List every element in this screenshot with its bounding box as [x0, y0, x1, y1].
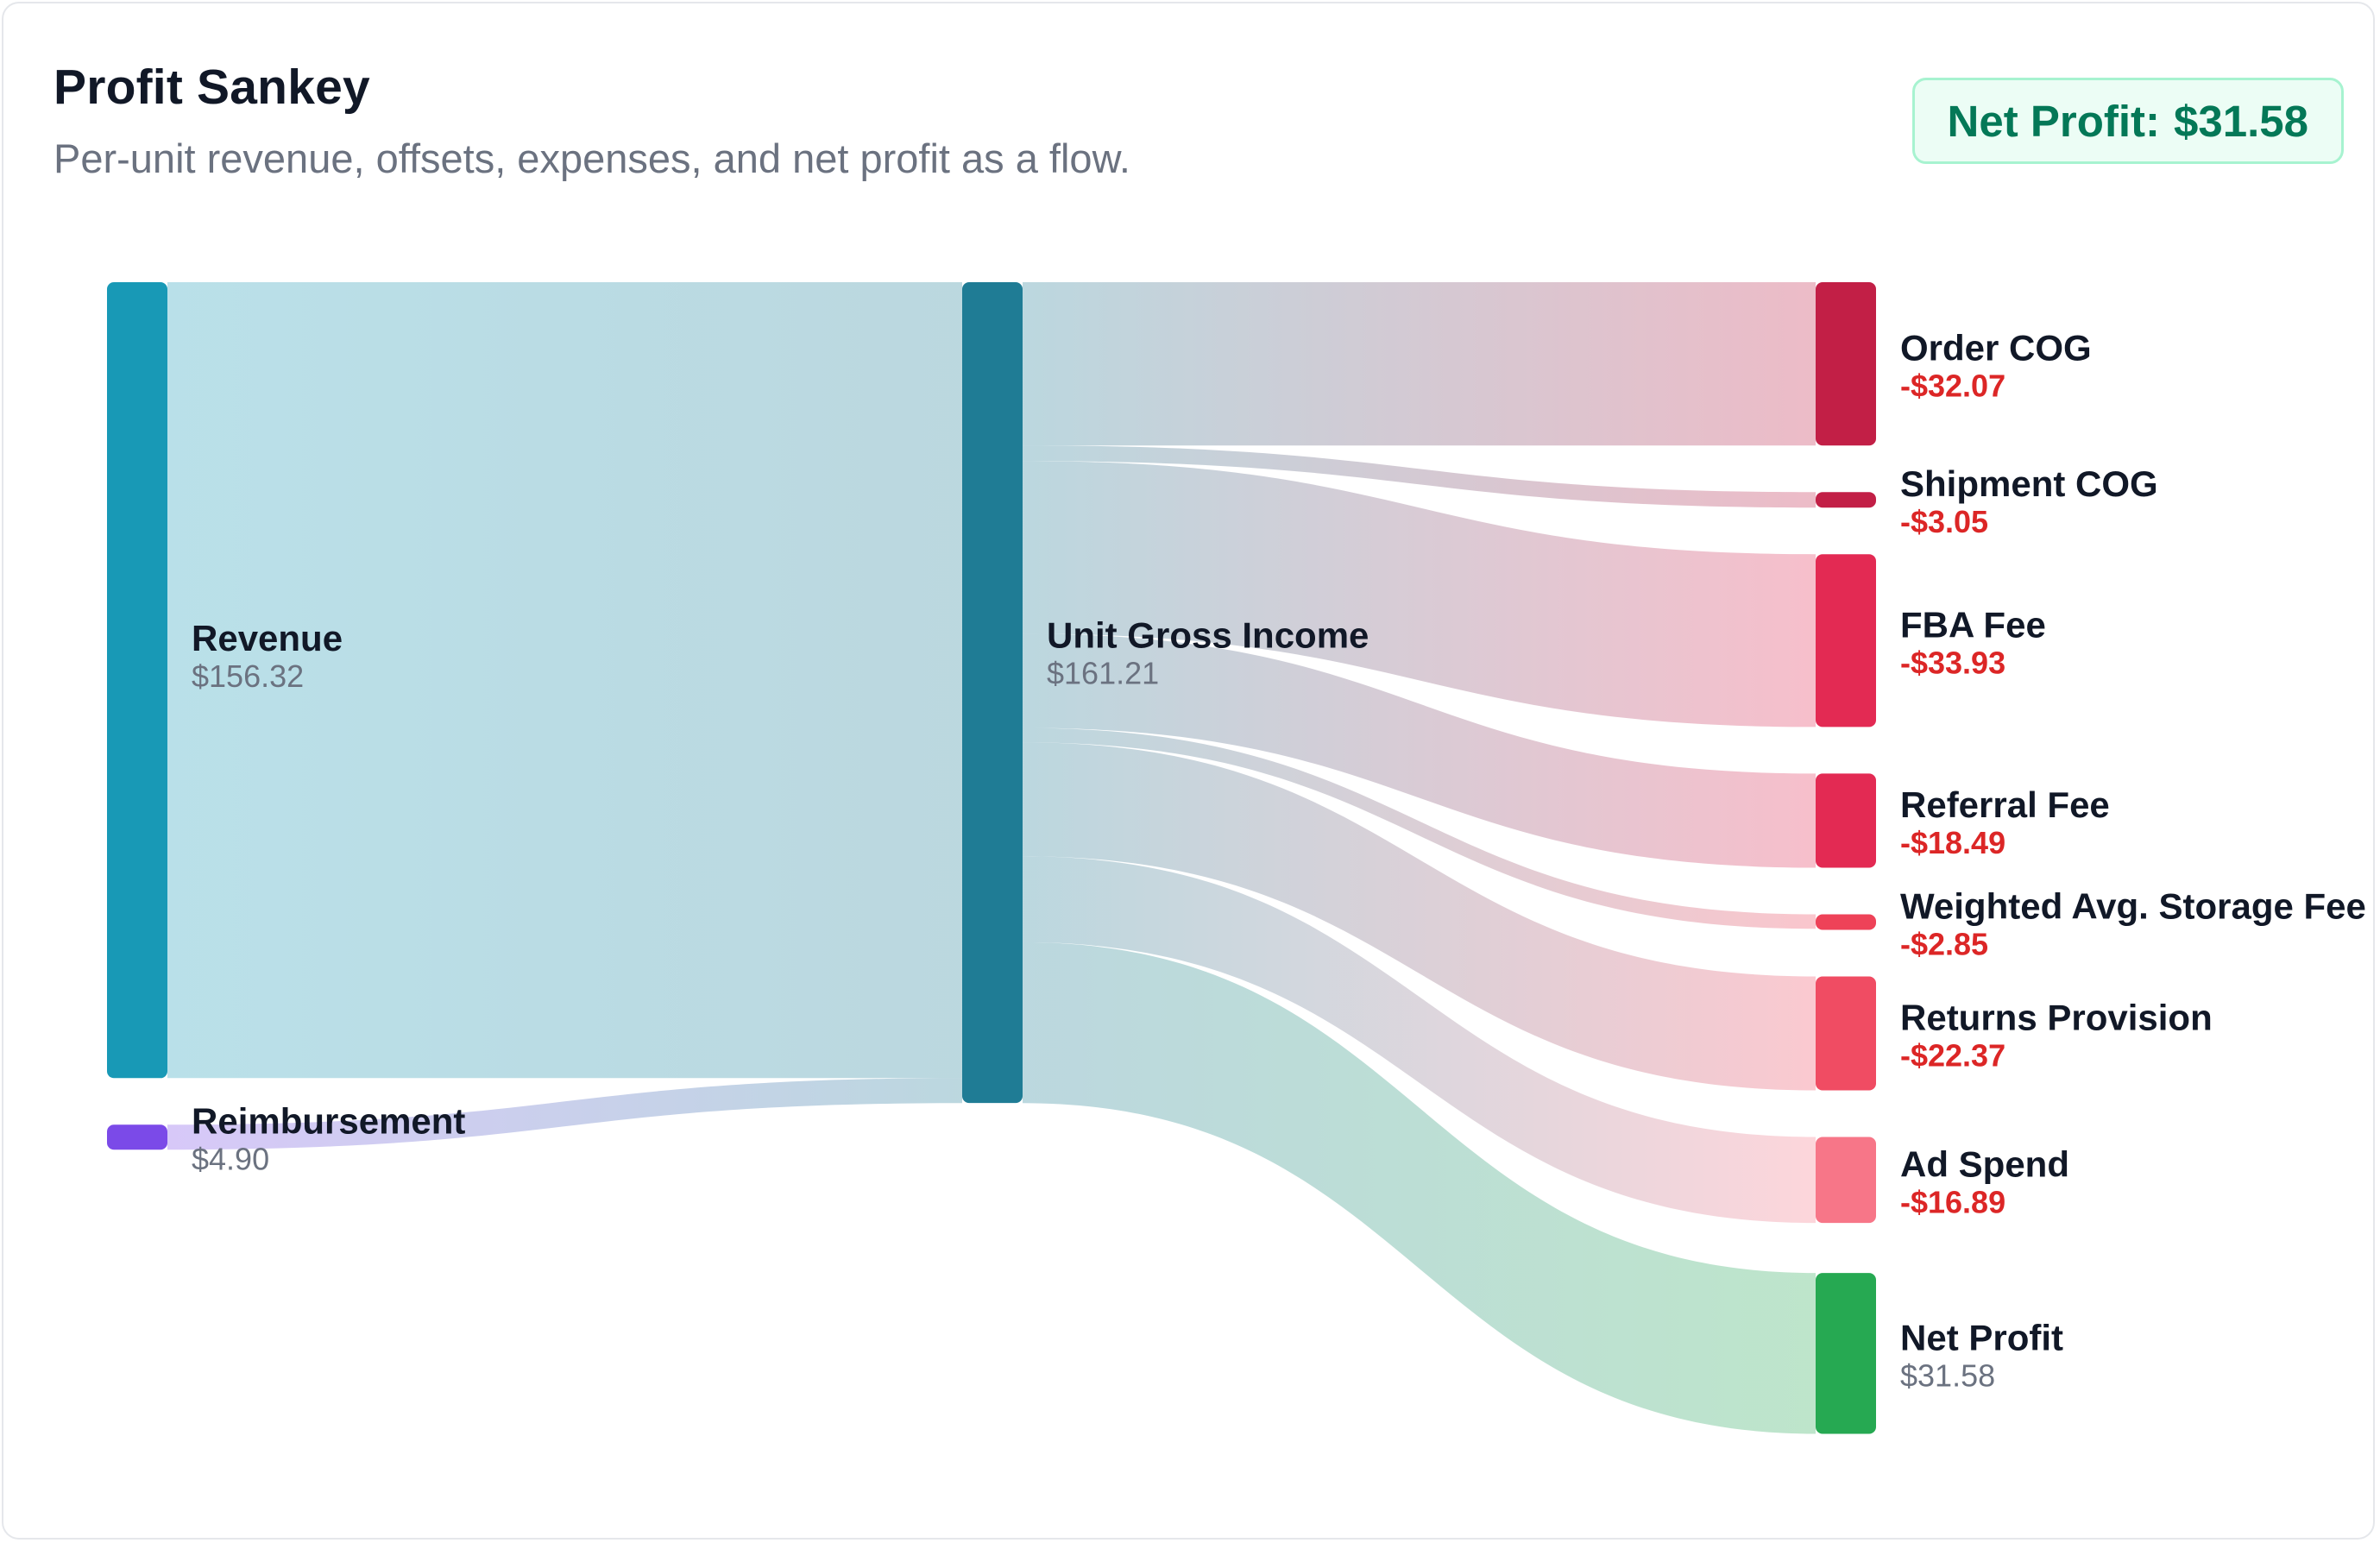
sankey-link-gross-to-returns-provision	[1023, 742, 1816, 1091]
sankey-node-value-storage-fee: -$2.85	[1900, 926, 1988, 961]
sankey-link-gross-to-referral-fee	[1023, 633, 1816, 868]
sankey-labels: Revenue$156.32 Reimbursement$4.90 Unit Gro…	[192, 328, 2366, 1394]
sankey-node-label-ad-spend: Ad Spend	[1900, 1143, 2069, 1184]
sankey-node-label-reimbursement: Reimbursement	[192, 1101, 465, 1142]
sankey-link-gross-to-ad-spend	[1023, 856, 1816, 1224]
sankey-link-gross-to-fba-fee	[1023, 461, 1816, 727]
sankey-chart: Revenue$156.32 Reimbursement$4.90 Unit Gro…	[107, 282, 2366, 1434]
sankey-node-value-ad-spend: -$16.89	[1900, 1184, 2005, 1219]
sankey-node-label-storage-fee: Weighted Avg. Storage Fee	[1900, 885, 2366, 926]
sankey-nodes	[107, 282, 1876, 1434]
sankey-link-gross-to-shipment-cog	[1023, 445, 1816, 508]
net-profit-badge: Net Profit: $31.58	[1911, 78, 2344, 164]
chart-title: Profit Sankey	[54, 60, 370, 115]
sankey-node-net-profit	[1816, 1273, 1876, 1434]
sankey-node-revenue	[107, 282, 167, 1079]
sankey-link-revenue-to-gross	[167, 282, 962, 1079]
sankey-link-gross-to-order-cog	[1023, 282, 1816, 446]
net-profit-badge-value: $31.58	[2174, 96, 2308, 146]
sankey-node-gross	[962, 282, 1023, 1104]
sankey-node-label-returns-provision: Returns Provision	[1900, 997, 2213, 1037]
sankey-node-value-shipment-cog: -$3.05	[1900, 504, 1988, 539]
sankey-link-gross-to-net-profit	[1023, 942, 1816, 1434]
sankey-node-value-order-cog: -$32.07	[1900, 368, 2005, 404]
sankey-link-reimbursement-to-gross	[167, 1078, 962, 1150]
net-profit-badge-label: Net Profit:	[1947, 96, 2160, 146]
sankey-node-reimbursement	[107, 1124, 167, 1150]
sankey-node-label-revenue: Revenue	[192, 618, 343, 658]
sankey-node-value-revenue: $156.32	[192, 658, 304, 694]
sankey-node-order-cog	[1816, 282, 1876, 446]
sankey-node-returns-provision	[1816, 976, 1876, 1091]
sankey-node-label-shipment-cog: Shipment COG	[1900, 463, 2158, 504]
sankey-node-label-gross: Unit Gross Income	[1047, 615, 1369, 656]
sankey-node-value-reimbursement: $4.90	[192, 1142, 269, 1177]
sankey-node-value-returns-provision: -$22.37	[1900, 1037, 2005, 1073]
chart-subtitle: Per-unit revenue, offsets, expenses, and…	[54, 135, 1130, 181]
sankey-node-value-gross: $161.21	[1047, 656, 1159, 691]
sankey-node-value-fba-fee: -$33.93	[1900, 645, 2005, 680]
sankey-node-storage-fee	[1816, 914, 1876, 930]
sankey-node-value-referral-fee: -$18.49	[1900, 825, 2005, 860]
sankey-links	[167, 282, 1816, 1434]
sankey-node-shipment-cog	[1816, 492, 1876, 508]
sankey-node-label-referral-fee: Referral Fee	[1900, 784, 2110, 825]
sankey-node-label-net-profit: Net Profit	[1900, 1317, 2063, 1357]
sankey-link-gross-to-storage-fee	[1023, 727, 1816, 929]
sankey-node-ad-spend	[1816, 1137, 1876, 1224]
sankey-node-label-order-cog: Order COG	[1900, 328, 2092, 368]
sankey-node-label-fba-fee: FBA Fee	[1900, 604, 2046, 645]
sankey-node-fba-fee	[1816, 554, 1876, 727]
sankey-node-value-net-profit: $31.58	[1900, 1357, 1995, 1393]
sankey-node-referral-fee	[1816, 773, 1876, 868]
